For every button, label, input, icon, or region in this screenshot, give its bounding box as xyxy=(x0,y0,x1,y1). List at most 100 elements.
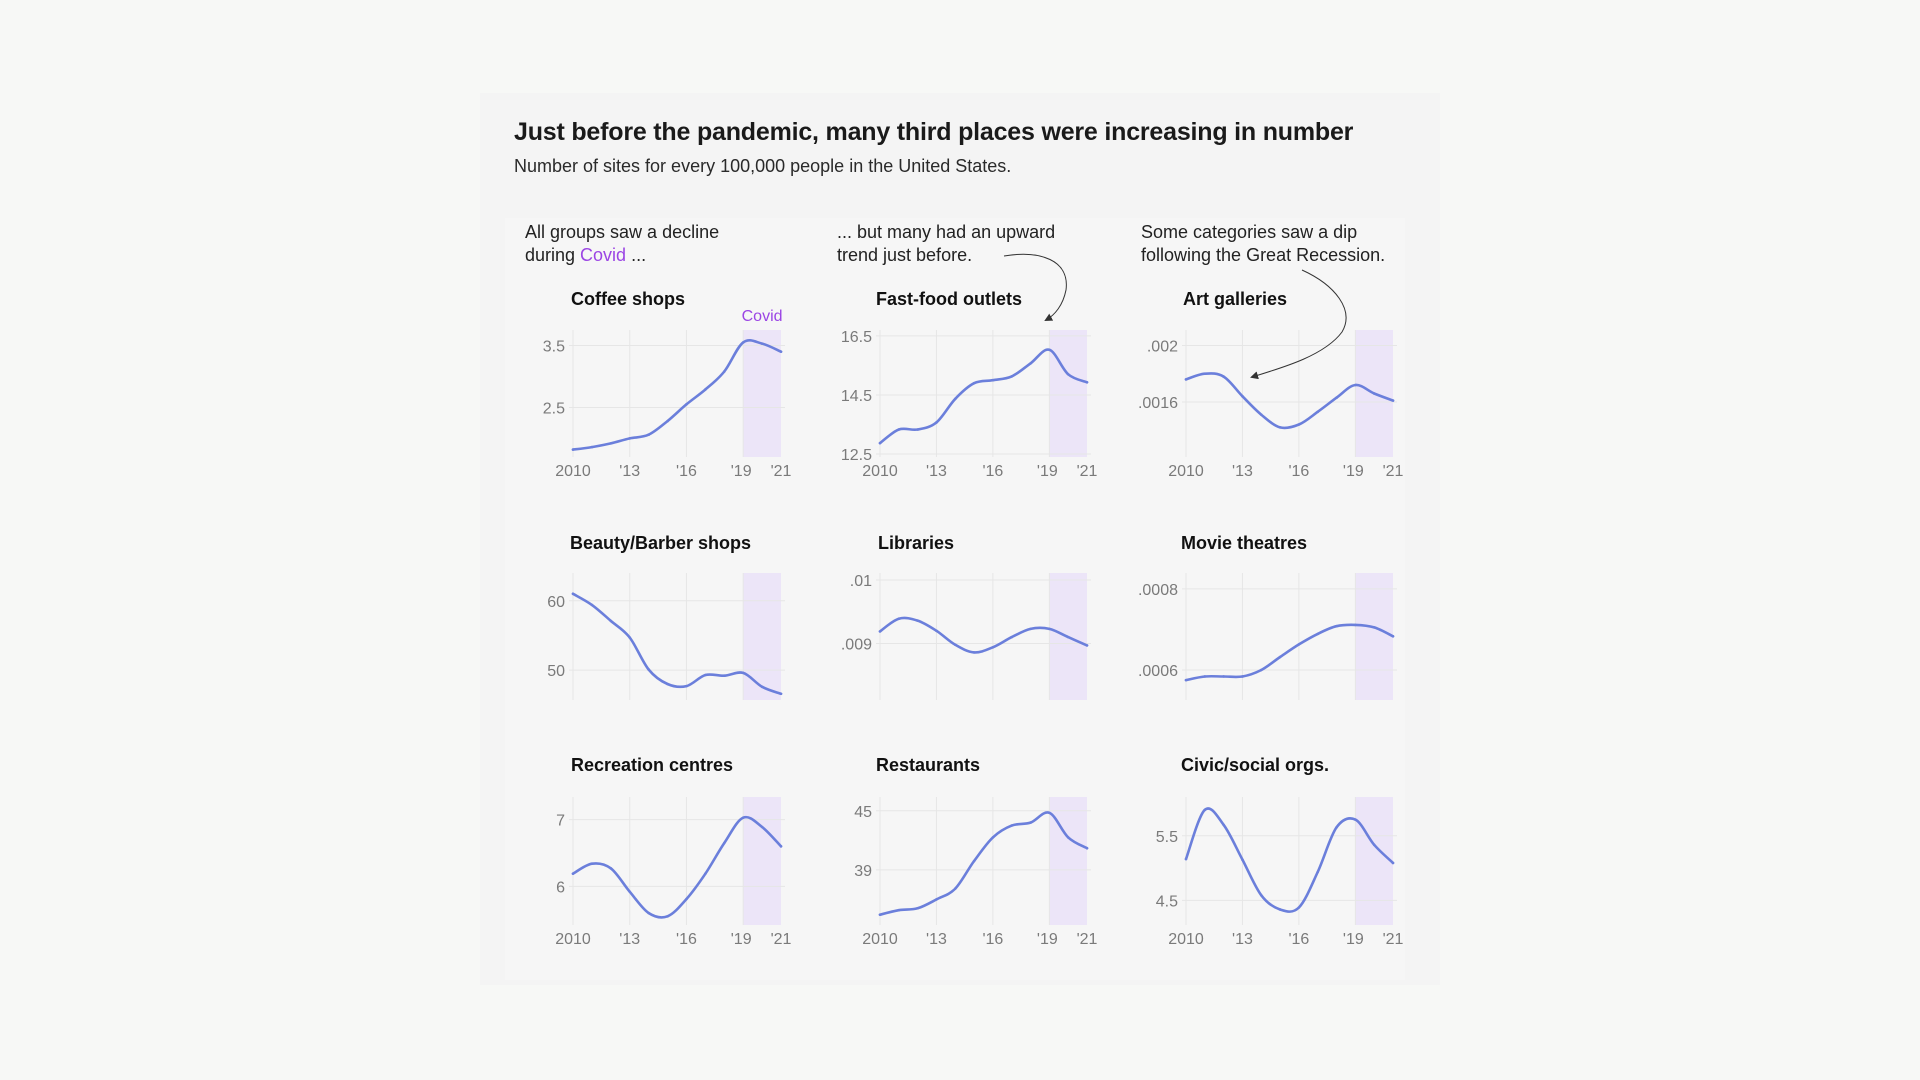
data-point-civic-social-orgs-2011 xyxy=(1203,808,1207,812)
data-point-movie-theatres-2010 xyxy=(1184,678,1188,682)
y-tick-label: 45 xyxy=(854,804,872,821)
x-tick-label: '13 xyxy=(926,463,947,480)
data-point-art-galleries-2014 xyxy=(1259,413,1263,416)
annotation-covid-decline: All groups saw a decline during Covid ..… xyxy=(525,221,719,267)
data-point-art-galleries-2010 xyxy=(1184,378,1188,381)
data-point-libraries-2019 xyxy=(1048,627,1051,631)
data-point-beauty-barber-shops-2016 xyxy=(685,684,688,688)
annotation-arrow-art-galleries xyxy=(1250,269,1347,380)
data-point-art-galleries-2012 xyxy=(1222,375,1225,378)
x-tick-label: 2010 xyxy=(862,463,898,480)
annotation-text: ... xyxy=(626,245,647,265)
data-point-art-galleries-2013 xyxy=(1241,395,1244,398)
data-point-recreation-centres-2020 xyxy=(760,825,764,829)
x-tick-label: '16 xyxy=(1288,463,1309,480)
covid-label: Covid xyxy=(742,308,783,325)
data-point-libraries-2021 xyxy=(1085,644,1089,647)
data-point-fast-food-outlets-2020 xyxy=(1066,373,1070,376)
data-point-movie-theatres-2012 xyxy=(1222,675,1225,678)
data-point-libraries-2020 xyxy=(1066,635,1070,639)
data-point-art-galleries-2018 xyxy=(1335,396,1338,400)
data-point-civic-social-orgs-2016 xyxy=(1297,906,1301,909)
x-tick-label: '21 xyxy=(1383,463,1404,480)
series-line-libraries xyxy=(878,616,1089,654)
x-tick-label: '16 xyxy=(1288,931,1309,948)
data-point-movie-theatres-2021 xyxy=(1391,634,1395,638)
y-tick-label: .009 xyxy=(841,636,872,653)
data-point-recreation-centres-2010 xyxy=(571,872,575,875)
data-point-coffee-shops-2018 xyxy=(722,370,726,373)
data-point-civic-social-orgs-2021 xyxy=(1391,861,1395,865)
annotation-line: Some categories saw a dip xyxy=(1141,222,1358,242)
annotation-line: following the Great Recession. xyxy=(1141,245,1386,265)
data-point-libraries-2013 xyxy=(935,629,938,633)
annotation-upward-trend: ... but many had an upward trend just be… xyxy=(837,221,1055,267)
data-point-beauty-barber-shops-2017 xyxy=(704,673,707,677)
data-point-recreation-centres-2017 xyxy=(704,872,707,875)
data-point-restaurants-2013 xyxy=(935,898,938,901)
data-point-restaurants-2021 xyxy=(1085,846,1089,850)
y-tick-label: 39 xyxy=(854,863,872,880)
data-point-civic-social-orgs-2019 xyxy=(1354,818,1357,821)
x-tick-label: '13 xyxy=(1232,931,1253,948)
series-line-restaurants xyxy=(878,811,1089,916)
y-tick-label: 14.5 xyxy=(841,388,872,405)
data-point-recreation-centres-2021 xyxy=(779,845,783,848)
x-tick-label: '19 xyxy=(731,931,752,948)
data-point-coffee-shops-2011 xyxy=(590,445,594,449)
data-point-fast-food-outlets-2010 xyxy=(878,441,882,445)
data-point-beauty-barber-shops-2011 xyxy=(590,603,594,607)
y-tick-label: 50 xyxy=(547,663,565,680)
series-line-beauty-barber-shops xyxy=(571,592,783,696)
y-tick-label: 7 xyxy=(556,813,565,830)
data-point-restaurants-2015 xyxy=(972,859,976,863)
x-tick-label: '16 xyxy=(982,931,1003,948)
data-point-coffee-shops-2014 xyxy=(647,433,650,436)
data-point-recreation-centres-2018 xyxy=(722,841,726,845)
data-point-restaurants-2018 xyxy=(1029,821,1032,824)
y-tick-label: 6 xyxy=(556,879,565,896)
data-point-beauty-barber-shops-2013 xyxy=(628,636,632,639)
data-point-restaurants-2016 xyxy=(991,836,995,839)
x-tick-label: 2010 xyxy=(1168,463,1204,480)
chart-title-beauty-barber-shops: Beauty/Barber shops xyxy=(570,533,752,553)
data-point-restaurants-2010 xyxy=(878,913,882,916)
data-point-beauty-barber-shops-2015 xyxy=(666,682,669,686)
chart-title-recreation-centres: Recreation centres xyxy=(571,755,734,775)
y-tick-label: 60 xyxy=(547,594,565,611)
data-point-coffee-shops-2017 xyxy=(704,388,707,391)
data-point-art-galleries-2015 xyxy=(1278,426,1282,429)
data-point-coffee-shops-2012 xyxy=(609,442,613,445)
x-tick-label: 2010 xyxy=(555,931,591,948)
x-tick-label: '21 xyxy=(771,463,792,480)
series-line-recreation-centres xyxy=(571,815,783,919)
data-point-movie-theatres-2020 xyxy=(1372,626,1376,629)
data-point-libraries-2014 xyxy=(953,643,957,647)
data-point-libraries-2017 xyxy=(1010,635,1014,639)
y-tick-label: .0006 xyxy=(1138,663,1178,680)
data-point-movie-theatres-2015 xyxy=(1278,655,1282,659)
annotation-line: All groups saw a decline xyxy=(525,222,720,242)
data-point-fast-food-outlets-2013 xyxy=(935,421,938,424)
series-line-art-galleries xyxy=(1184,372,1395,430)
data-point-libraries-2012 xyxy=(916,619,919,622)
data-point-recreation-centres-2012 xyxy=(609,867,613,870)
x-tick-label: '19 xyxy=(1037,931,1058,948)
data-point-restaurants-2012 xyxy=(916,906,919,910)
data-point-art-galleries-2019 xyxy=(1354,383,1357,387)
page-subtitle: Number of sites for every 100,000 people… xyxy=(514,156,1012,176)
annotation-line: trend just before. xyxy=(837,245,973,265)
series-line-fast-food-outlets xyxy=(878,348,1089,445)
data-point-fast-food-outlets-2018 xyxy=(1029,362,1032,365)
data-point-libraries-2010 xyxy=(878,630,882,633)
annotation-great-recession: Some categories saw a dip following the … xyxy=(1141,221,1385,267)
x-tick-label: '21 xyxy=(771,931,792,948)
data-point-restaurants-2019 xyxy=(1048,811,1051,815)
y-tick-label: 12.5 xyxy=(841,447,872,464)
y-tick-label: 2.5 xyxy=(543,400,565,417)
data-point-beauty-barber-shops-2014 xyxy=(647,668,650,671)
data-point-art-galleries-2020 xyxy=(1372,392,1376,395)
data-point-coffee-shops-2015 xyxy=(666,419,669,423)
data-point-restaurants-2020 xyxy=(1066,836,1070,839)
data-point-art-galleries-2017 xyxy=(1316,410,1320,414)
